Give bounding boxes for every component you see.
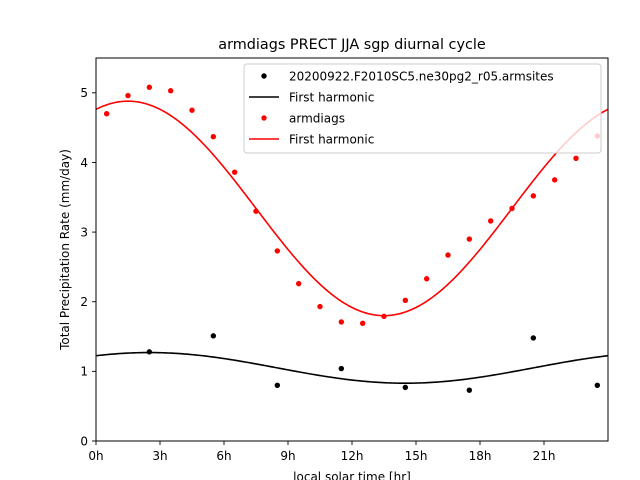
data-point (530, 335, 537, 341)
data-point (402, 384, 409, 391)
legend-entry: 20200922.F2010SC5.ne30pg2_r05.armsites (261, 69, 554, 83)
legend: 20200922.F2010SC5.ne30pg2_r05.armsites Fi… (243, 63, 602, 154)
legend-marker (261, 115, 267, 121)
x-axis: 0h 3h 6h 9h 12h 15h 18h 21h (88, 441, 555, 463)
harmonic-line (95, 100, 609, 317)
series-3 (95, 100, 609, 317)
data-point (573, 155, 579, 161)
data-point (551, 177, 558, 183)
data-point (359, 320, 366, 327)
legend-label: 20200922.F2010SC5.ne30pg2_r05.armsites (289, 69, 554, 83)
data-point (530, 193, 537, 199)
data-point (295, 280, 302, 287)
data-point (423, 276, 430, 282)
chart-title: armdiags PRECT JJA sgp diurnal cycle (218, 37, 486, 53)
data-point (594, 382, 601, 388)
legend-label: First harmonic (289, 132, 374, 146)
y-tick-label: 3 (80, 225, 88, 239)
y-tick-label: 4 (80, 156, 88, 170)
data-point (210, 133, 217, 140)
data-point (466, 236, 473, 242)
x-axis-label: local solar time [hr] (293, 470, 411, 480)
data-point (167, 88, 174, 94)
y-tick-label: 1 (80, 365, 88, 379)
y-axis: 0 1 2 3 4 5 (80, 86, 96, 448)
legend-marker (261, 73, 267, 79)
x-tick-label: 21h (533, 449, 556, 463)
legend-entry: armdiags (261, 111, 345, 125)
data-point (231, 169, 238, 175)
x-tick-label: 12h (341, 449, 364, 463)
data-point (338, 319, 345, 325)
x-tick-label: 15h (405, 449, 428, 463)
x-tick-label: 0h (88, 449, 103, 463)
x-tick-label: 18h (469, 449, 492, 463)
data-point (146, 84, 153, 90)
x-tick-label: 6h (216, 449, 231, 463)
data-point (274, 382, 281, 388)
data-point (466, 387, 473, 393)
y-tick-label: 5 (80, 86, 88, 100)
data-point (210, 333, 217, 339)
legend-label: armdiags (289, 111, 345, 125)
series-2 (103, 84, 601, 327)
data-point (125, 92, 131, 99)
y-tick-label: 0 (80, 434, 88, 448)
plot-area (95, 84, 609, 393)
legend-entry: First harmonic (249, 132, 374, 146)
data-point (402, 297, 409, 304)
harmonic-line (95, 351, 609, 385)
legend-label: First harmonic (289, 90, 374, 104)
data-point (317, 303, 323, 310)
legend-entry: First harmonic (249, 90, 374, 104)
data-point (445, 252, 451, 258)
data-point (487, 218, 494, 224)
data-point (338, 365, 345, 372)
x-tick-label: 9h (280, 449, 295, 463)
series-1 (95, 351, 609, 385)
y-axis-label: Total Precipitation Rate (mm/day) (58, 149, 72, 351)
data-point (189, 107, 195, 113)
legend-box (243, 63, 602, 154)
data-point (274, 248, 281, 254)
y-tick-label: 2 (80, 295, 88, 309)
data-point (103, 111, 110, 117)
x-tick-label: 3h (152, 449, 167, 463)
